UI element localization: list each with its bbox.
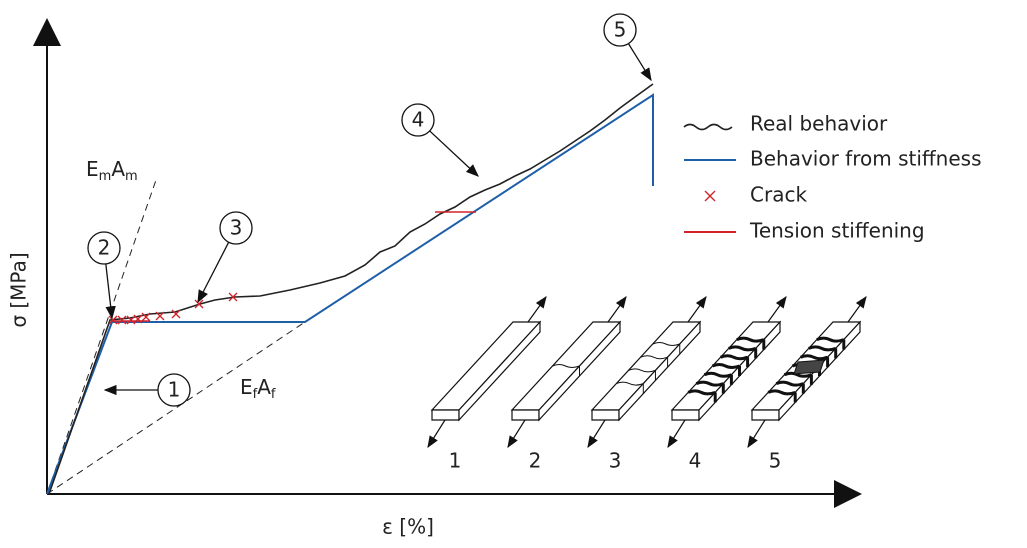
legend-label: Behavior from stiffness bbox=[750, 147, 981, 171]
specimen-label: 3 bbox=[609, 449, 622, 473]
load-arrow bbox=[588, 420, 605, 447]
specimen-label: 5 bbox=[769, 449, 782, 473]
load-arrow bbox=[608, 297, 626, 322]
load-arrow bbox=[688, 297, 706, 322]
load-arrow bbox=[428, 420, 445, 447]
specimen-front bbox=[512, 410, 539, 420]
load-arrow bbox=[508, 420, 525, 447]
specimen-front bbox=[672, 410, 699, 420]
stage-arrow bbox=[628, 44, 651, 80]
specimen-front bbox=[592, 410, 619, 420]
stage-number: 2 bbox=[98, 236, 111, 260]
stage-number: 5 bbox=[614, 18, 627, 42]
legend-label: Crack bbox=[750, 183, 807, 207]
fiber-stiffness-line bbox=[47, 322, 305, 494]
stage-arrow bbox=[198, 242, 229, 302]
specimen-label: 1 bbox=[449, 449, 462, 473]
stage-number: 1 bbox=[168, 378, 181, 402]
legend-crack-sample bbox=[705, 191, 715, 201]
x-axis-label: ε [%] bbox=[382, 515, 434, 539]
stage-number: 4 bbox=[412, 108, 425, 132]
load-arrow bbox=[748, 420, 765, 447]
fiber-stiffness-label: EfAf bbox=[240, 375, 276, 402]
load-arrow bbox=[768, 297, 786, 322]
load-arrow bbox=[848, 297, 866, 322]
y-axis-label: σ [MPa] bbox=[7, 252, 31, 327]
stiffness-curve bbox=[47, 95, 653, 494]
figure: σ [MPa] ε [%] EmAm EfAf Real behavior Be… bbox=[0, 0, 1027, 544]
legend-real-sample bbox=[684, 125, 732, 130]
legend-label: Real behavior bbox=[750, 112, 888, 136]
specimen-failure bbox=[794, 360, 824, 374]
matrix-stiffness-line bbox=[47, 180, 156, 494]
load-arrow bbox=[668, 420, 685, 447]
specimen-front bbox=[432, 410, 459, 420]
stage-arrow bbox=[430, 131, 478, 176]
stage-arrow bbox=[106, 264, 112, 318]
specimen-front bbox=[752, 410, 779, 420]
specimen-label: 4 bbox=[689, 449, 702, 473]
load-arrow bbox=[528, 297, 546, 322]
matrix-stiffness-label: EmAm bbox=[86, 157, 138, 184]
specimen-label: 2 bbox=[529, 449, 542, 473]
legend-label: Tension stiffening bbox=[749, 219, 925, 243]
stage-number: 3 bbox=[230, 216, 243, 240]
